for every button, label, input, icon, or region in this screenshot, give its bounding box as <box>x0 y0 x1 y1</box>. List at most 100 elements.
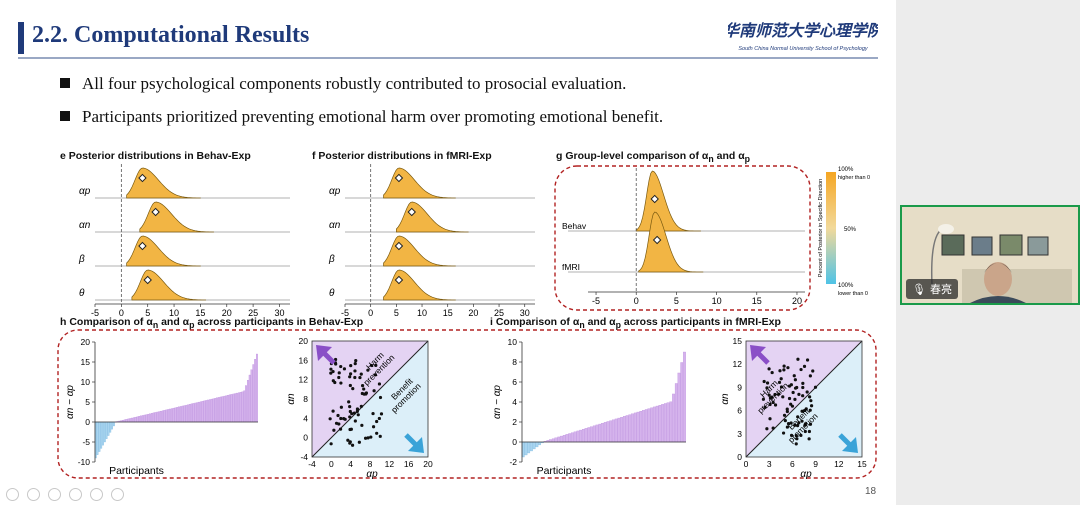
participant-bar <box>178 406 180 423</box>
participant-point <box>339 405 343 409</box>
participant-bar <box>581 429 585 443</box>
y-tick-label: 0 <box>303 433 308 443</box>
participant-point <box>803 429 807 434</box>
participant-point <box>331 409 335 413</box>
participant-bar <box>568 433 572 443</box>
x-tick-label: 20 <box>423 459 433 469</box>
participant-point <box>809 404 814 408</box>
participant-bar <box>592 425 596 443</box>
participant-bar <box>174 407 177 423</box>
participant-bar <box>562 435 566 443</box>
participant-bar <box>194 402 197 423</box>
participant-bar <box>225 395 228 423</box>
participant-point <box>360 384 365 388</box>
pen-icon[interactable] <box>48 488 61 501</box>
participant-bar <box>677 372 681 443</box>
next-icon[interactable] <box>27 488 40 501</box>
y-tick-label: 10 <box>508 337 518 347</box>
participant-bar <box>230 394 233 423</box>
participant-bar <box>212 398 215 423</box>
participant-bar <box>248 374 251 423</box>
y-tick-label: -2 <box>509 457 517 467</box>
participant-bar <box>223 395 226 423</box>
y-tick-label: 12 <box>299 375 309 385</box>
posterior-mean-marker <box>138 173 147 183</box>
posterior-mean-marker <box>138 241 147 251</box>
participant-point <box>369 363 374 368</box>
menu-icon[interactable] <box>90 488 103 501</box>
participant-bar <box>587 427 591 443</box>
participant-point <box>329 371 333 375</box>
more-icon[interactable] <box>111 488 124 501</box>
participant-bar <box>112 421 115 427</box>
participant-bar <box>105 421 108 439</box>
participant-bar <box>590 426 593 443</box>
participant-point <box>811 369 815 373</box>
university-logo: 华南师范大学心理学院 South China Normal University… <box>728 22 878 52</box>
participant-bar <box>246 380 249 423</box>
participant-bar <box>203 400 206 423</box>
participant-point <box>336 413 340 418</box>
bullet-1-text: All four psychological components robust… <box>82 74 627 93</box>
participant-bar <box>532 441 536 450</box>
participant-point <box>353 369 357 373</box>
participant-point <box>770 370 774 375</box>
participant-bar <box>149 413 151 423</box>
participant-point <box>352 411 356 415</box>
participant-bar <box>234 393 237 423</box>
participant-point <box>807 429 811 434</box>
participant-bar <box>163 410 166 423</box>
participant-point <box>799 433 803 437</box>
participant-point <box>808 422 813 426</box>
participant-point <box>353 375 357 380</box>
x-tick-label: 15 <box>195 308 205 318</box>
bullet-2: Participants prioritized preventing emot… <box>60 107 663 127</box>
posterior-density <box>139 201 214 233</box>
participant-point <box>786 421 791 426</box>
participant-point <box>773 392 777 397</box>
participant-point <box>353 362 357 366</box>
x-axis-label: Participants <box>109 465 164 477</box>
participant-point <box>761 397 766 401</box>
x-tick-label: -5 <box>341 308 349 318</box>
participant-bar <box>573 431 577 443</box>
participant-point <box>805 358 810 362</box>
colorbar-top-label: 100% <box>838 167 854 173</box>
participant-point <box>362 392 366 396</box>
participant-point <box>767 393 771 397</box>
y-tick-label: 10 <box>81 377 91 387</box>
participant-bar <box>111 421 113 430</box>
participant-bar <box>185 404 188 423</box>
panel-i-label: i Comparison of αn and αp across partici… <box>490 316 781 331</box>
participant-bar <box>227 395 229 423</box>
participant-point <box>350 412 354 416</box>
participant-bar <box>169 408 171 423</box>
participant-bar <box>661 404 664 443</box>
y-tick-label: 8 <box>303 394 308 404</box>
participant-point <box>768 402 772 407</box>
participant-point <box>347 400 351 404</box>
participant-bar <box>214 398 217 423</box>
posterior-mean-marker <box>652 235 662 245</box>
prev-icon[interactable] <box>6 488 19 501</box>
panel-g-label: g Group-level comparison of αn and αp <box>556 150 751 165</box>
participant-bar <box>158 411 161 423</box>
participant-point <box>329 367 333 371</box>
participant-bar <box>161 410 164 423</box>
participant-bar <box>216 397 219 423</box>
y-tick-label: -10 <box>78 457 91 467</box>
participant-video-tile[interactable]: 🎙 春亮 <box>900 205 1080 305</box>
participant-bar <box>172 407 175 423</box>
participant-point <box>789 433 794 437</box>
zoom-icon[interactable] <box>69 488 82 501</box>
logo-text: 华南师范大学心理学院 <box>728 22 878 40</box>
participant-point <box>349 372 353 376</box>
plot-frame <box>745 340 863 458</box>
participant-point <box>801 385 805 390</box>
participant-bar <box>644 409 648 443</box>
title-accent-bar <box>18 22 24 54</box>
participant-point <box>771 426 775 430</box>
participant-bar <box>232 393 235 423</box>
